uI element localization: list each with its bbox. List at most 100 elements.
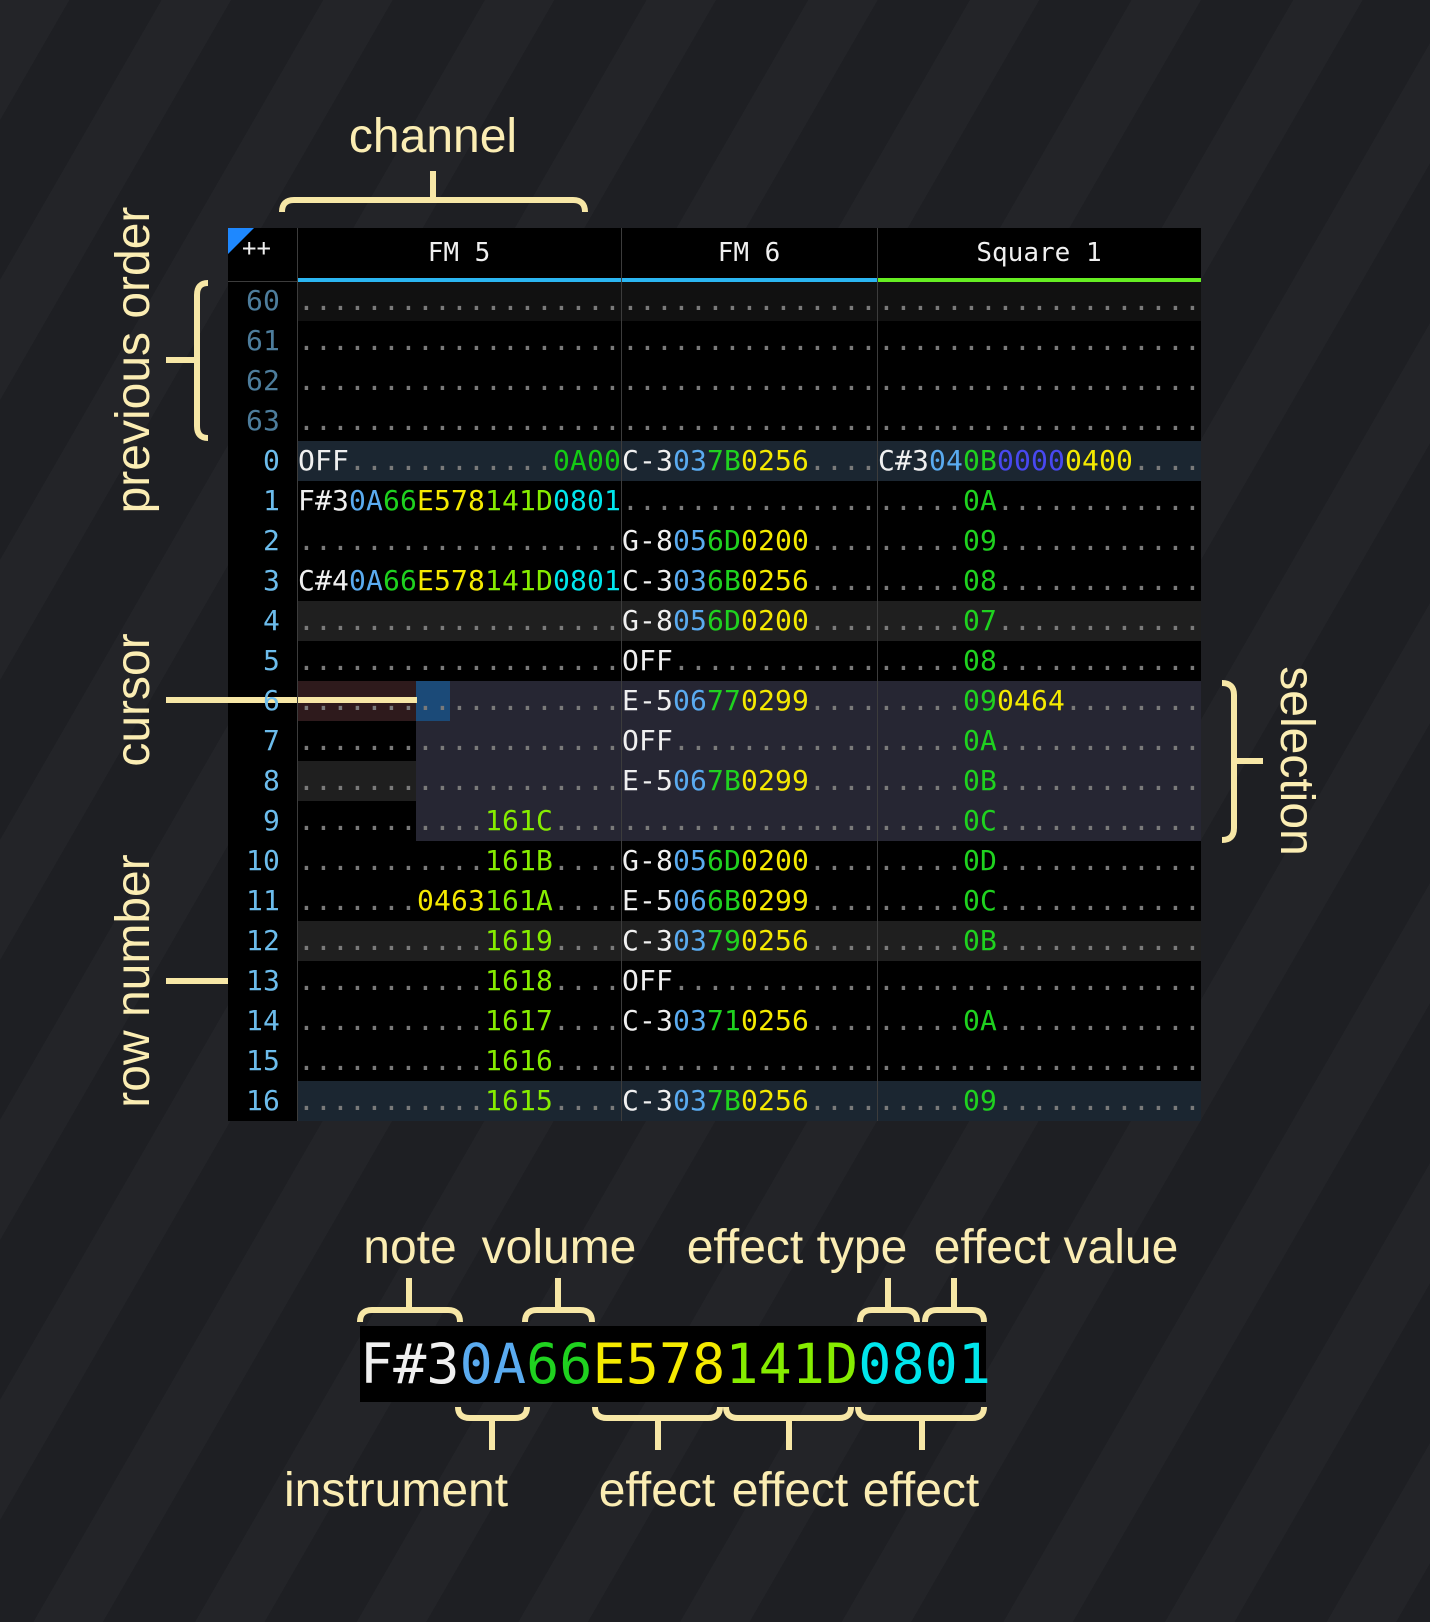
channel-header-square1[interactable]: Square 1 (976, 238, 1102, 268)
table-row[interactable]: 15 ...........1616.......................… (228, 1041, 1201, 1081)
channel-cell[interactable]: .....0A............ (878, 1001, 1201, 1041)
table-row[interactable]: 1 F#30A66E578141D0801....................… (228, 481, 1201, 521)
pattern-editor[interactable]: ++ FM 5 FM 6 Square 1 60................… (228, 228, 1201, 1121)
channel-cell[interactable]: .....0D............ (878, 841, 1201, 881)
channel-cell[interactable]: ...........1619.... (298, 921, 621, 961)
table-row[interactable]: 63......................................… (228, 401, 1201, 441)
channel-cell[interactable]: ............... (622, 321, 877, 361)
table-row[interactable]: 6................... E-506770299.........… (228, 681, 1201, 721)
channel-cell[interactable]: G-8056D0200.... (622, 601, 877, 641)
channel-cell[interactable]: .....0B............ (878, 761, 1201, 801)
channel-cell[interactable]: .....07............ (878, 601, 1201, 641)
channel-cell[interactable]: ................... (298, 721, 621, 761)
channel-cell[interactable]: ...........1615.... (298, 1081, 621, 1121)
channel-cell[interactable]: .....090464........ (878, 681, 1201, 721)
table-row[interactable]: 5................... OFF.................… (228, 641, 1201, 681)
channel-cell[interactable]: .....0C............ (878, 801, 1201, 841)
table-row[interactable]: 11 .......0463161A.... E-5066B0299........… (228, 881, 1201, 921)
channel-cell[interactable]: C#40A66E578141D0801 (298, 561, 621, 601)
channel-cell[interactable]: ............... (622, 481, 877, 521)
channel-cell[interactable]: .......0463161A.... (298, 881, 621, 921)
channel-cell[interactable]: ...........161C.... (298, 801, 621, 841)
channel-cell[interactable]: ................... (878, 361, 1201, 401)
channel-cell[interactable]: ................... (298, 761, 621, 801)
channel-cell[interactable]: .....08............ (878, 641, 1201, 681)
channel-cell[interactable]: ................... (878, 961, 1201, 1001)
channel-cell[interactable]: ................... (298, 521, 621, 561)
table-row[interactable]: 7................... OFF.................… (228, 721, 1201, 761)
channel-cell[interactable]: F#30A66E578141D0801 (298, 481, 621, 521)
channel-cell[interactable]: G-8056D0200.... (622, 521, 877, 561)
channel-cell[interactable]: .....09............ (878, 521, 1201, 561)
channel-cell[interactable]: C-3036B0256.... (622, 561, 877, 601)
table-row[interactable]: 14 ...........1617.... C-303710256........… (228, 1001, 1201, 1041)
channel-cell[interactable]: C-3037B0256.... (622, 441, 877, 481)
selection-area[interactable] (416, 681, 1201, 841)
channel-cell[interactable]: ................... (298, 401, 621, 441)
channel-cell[interactable]: ................... (878, 321, 1201, 361)
channel-cell[interactable]: E-5066B0299.... (622, 881, 877, 921)
cursor[interactable] (416, 681, 450, 721)
table-row[interactable]: 3 C#40A66E578141D0801 C-3036B0256.........… (228, 561, 1201, 601)
channel-cell[interactable]: C#3040B00000400.... (878, 441, 1201, 481)
channel-cell[interactable]: ...........1617.... (298, 1001, 621, 1041)
channel-cell[interactable]: ................... (298, 601, 621, 641)
channel-cell[interactable]: E-506770299.... (622, 681, 877, 721)
channel-cell[interactable]: OFF............0A00 (298, 441, 621, 481)
table-row[interactable]: 4................... G-8056D0200.........… (228, 601, 1201, 641)
empty-field: ................... (298, 324, 621, 357)
channel-cell[interactable]: OFF............ (622, 961, 877, 1001)
channel-cell[interactable]: C-303710256.... (622, 1001, 877, 1041)
channel-cell[interactable]: .....0A............ (878, 481, 1201, 521)
field-value: F#3 (298, 484, 349, 517)
note-bracket (357, 1278, 463, 1323)
channel-cell[interactable]: OFF............ (622, 641, 877, 681)
table-row[interactable]: 16 ...........1615.... C-3037B0256........… (228, 1081, 1201, 1121)
channel-cell[interactable]: ............... (622, 361, 877, 401)
channel-cell[interactable]: .....0B............ (878, 921, 1201, 961)
channel-cell[interactable]: ................... (298, 321, 621, 361)
channel-cell[interactable]: ...........1618.... (298, 961, 621, 1001)
table-row[interactable]: 10 ...........161B.... G-8056D0200........… (228, 841, 1201, 881)
row-number: 7 (263, 724, 280, 757)
effect-value-label: effect value (933, 1221, 1179, 1274)
channel-cell[interactable]: ................... (298, 641, 621, 681)
channel-header-fm6[interactable]: FM 6 (717, 238, 781, 268)
empty-field: ............... (622, 1044, 877, 1077)
table-row[interactable]: 61......................................… (228, 321, 1201, 361)
table-row[interactable]: 0 OFF............0A00 C-3037B0256.... C#304… (228, 441, 1201, 481)
channel-cell[interactable]: ............... (622, 401, 877, 441)
channel-cell[interactable]: ................... (878, 281, 1201, 321)
channel-cell[interactable]: ................... (298, 361, 621, 401)
channel-cell[interactable]: ............... (622, 801, 877, 841)
channel-cell[interactable]: .....08............ (878, 561, 1201, 601)
channel-cell[interactable]: G-8056D0200.... (622, 841, 877, 881)
channel-cell[interactable]: .....0C............ (878, 881, 1201, 921)
empty-field: ........... (298, 924, 485, 957)
channel-cell[interactable]: ................... (298, 281, 621, 321)
table-row[interactable]: 62......................................… (228, 361, 1201, 401)
field-value: 1619 (484, 924, 553, 957)
channel-cell[interactable]: ...........161B.... (298, 841, 621, 881)
channel-cell[interactable]: .....09............ (878, 1081, 1201, 1121)
channel-cell[interactable]: ............... (622, 1041, 877, 1081)
channel-cell[interactable]: ................... (298, 681, 621, 721)
table-row[interactable]: 2................... G-8056D0200.........… (228, 521, 1201, 561)
channel-cell[interactable]: ................... (878, 401, 1201, 441)
channel-cell[interactable]: OFF............ (622, 721, 877, 761)
channel-cell[interactable]: ............... (622, 281, 877, 321)
channel-cell[interactable]: C-3037B0256.... (622, 1081, 877, 1121)
channel-cell[interactable]: ................... (878, 1041, 1201, 1081)
table-row[interactable]: 12 ...........1619.... C-303790256........… (228, 921, 1201, 961)
table-row[interactable]: 8................... E-5067B0299.........… (228, 761, 1201, 801)
channel-cell[interactable]: .....0A............ (878, 721, 1201, 761)
channel-cell[interactable]: ...........1616.... (298, 1041, 621, 1081)
table-row[interactable]: 13 ...........1618.... OFF................… (228, 961, 1201, 1001)
channel-header-fm5[interactable]: FM 5 (427, 238, 491, 268)
channel-cell[interactable]: C-303790256.... (622, 921, 877, 961)
expand-columns-button[interactable]: ++ (242, 234, 271, 262)
table-row[interactable]: 9 ...........161C........................… (228, 801, 1201, 841)
channel-cell[interactable]: E-5067B0299.... (622, 761, 877, 801)
table-row[interactable]: 60......................................… (228, 281, 1201, 321)
